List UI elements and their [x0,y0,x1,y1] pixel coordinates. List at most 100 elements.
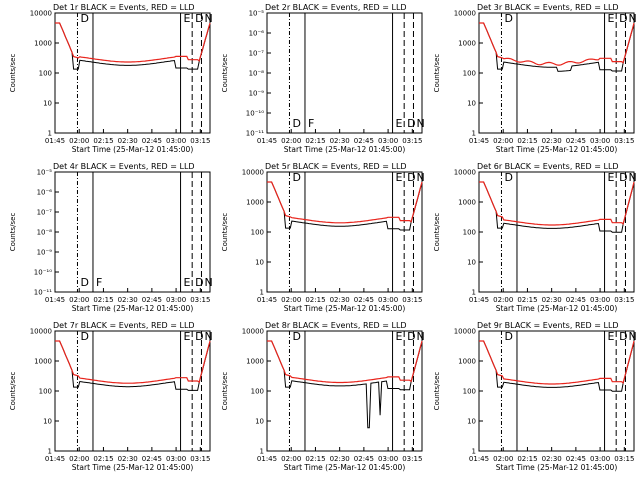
y-tick-label: 10⁻⁶ [37,189,53,197]
panel-title: Det 4r BLACK = Events, RED = LLD [53,162,195,171]
marker-label: F [308,117,314,130]
plot-frame [478,171,635,293]
marker-label: D [619,171,627,184]
x-tick-label: 02:45 [142,137,162,145]
y-tick-label: 1000 [458,40,476,48]
panel-det-3: Det 3r BLACK = Events, RED = LLD Counts/s… [433,3,637,154]
marker-label: D [407,330,415,343]
y-tick-label: 10⁻¹¹ [246,130,264,138]
events-series-line [55,340,211,391]
y-tick-label: 10⁻¹¹ [34,289,52,297]
plot-frame [54,12,211,134]
x-tick-label: 02:30 [542,455,562,463]
x-tick-label: 01:45 [257,455,277,463]
marker-label: E [396,330,403,343]
y-tick-label: 100 [251,229,264,237]
x-tick-label: 02:30 [118,455,138,463]
y-tick-label: 1000 [458,199,476,207]
x-tick-label: 03:00 [378,455,398,463]
marker-label: D [619,12,627,25]
y-tick-label: 10⁻⁷ [37,209,53,217]
x-tick-label: 03:15 [190,137,210,145]
x-tick-label: 02:00 [281,137,301,145]
x-axis-label: Start Time (25-Mar-12 01:45:00) [496,304,618,313]
x-tick-label: 02:00 [69,296,89,304]
x-tick-label: 02:15 [305,296,325,304]
events-series-line [479,181,635,233]
x-tick-label: 02:15 [305,137,325,145]
x-tick-label: 03:15 [614,296,634,304]
y-tick-label: 10 [43,100,52,108]
x-tick-label: 03:15 [190,296,210,304]
x-tick-label: 02:30 [330,296,350,304]
marker-label: D [195,276,203,289]
lld-series-line [267,340,423,384]
x-tick-label: 03:00 [590,455,610,463]
panel-title: Det 7r BLACK = Events, RED = LLD [53,321,195,330]
x-tick-label: 01:45 [45,455,65,463]
marker-label: N [204,12,212,25]
x-tick-label: 03:15 [190,455,210,463]
lld-series-line [479,181,635,226]
y-tick-label: 1 [260,289,264,297]
y-tick-label: 1000 [246,199,264,207]
marker-label: D [407,117,415,130]
panel-title: Det 6r BLACK = Events, RED = LLD [477,162,619,171]
events-series-line [479,22,635,72]
x-tick-label: 03:15 [614,455,634,463]
plot-frame [266,330,423,452]
x-tick-label: 02:00 [493,296,513,304]
x-tick-label: 02:30 [542,137,562,145]
x-tick-label: 02:15 [517,137,537,145]
x-tick-label: 02:30 [330,455,350,463]
x-tick-label: 02:00 [281,296,301,304]
x-tick-label: 02:45 [142,455,162,463]
y-axis-label: Counts/sec [221,213,229,252]
y-tick-label: 1 [48,130,52,138]
y-tick-label: 10⁻⁸ [37,229,53,237]
x-tick-label: 03:15 [402,137,422,145]
y-tick-label: 10⁻⁵ [249,10,265,18]
panel-det-5: Det 5r BLACK = Events, RED = LLD Counts/s… [221,162,425,313]
y-tick-label: 10 [43,418,52,426]
x-tick-label: 02:00 [281,455,301,463]
y-tick-label: 1 [472,130,476,138]
x-tick-label: 02:15 [517,455,537,463]
x-tick-label: 02:00 [493,455,513,463]
y-tick-label: 1 [472,289,476,297]
x-tick-label: 03:00 [378,137,398,145]
y-tick-label: 1000 [34,40,52,48]
y-axis-label: Counts/sec [221,372,229,411]
x-tick-label: 03:00 [166,137,186,145]
x-tick-label: 01:45 [469,296,489,304]
x-tick-label: 02:15 [517,296,537,304]
marker-label: N [416,117,424,130]
y-axis-label: Counts/sec [9,213,17,252]
x-tick-label: 03:00 [166,455,186,463]
x-tick-label: 03:15 [614,137,634,145]
x-tick-label: 03:00 [166,296,186,304]
plot-frame [478,330,635,452]
y-tick-label: 10000 [454,10,476,18]
y-tick-label: 100 [463,70,476,78]
x-tick-label: 01:45 [257,296,277,304]
y-tick-label: 10 [255,418,264,426]
marker-label: E [396,117,403,130]
y-tick-label: 1 [48,448,52,456]
x-tick-label: 02:00 [493,137,513,145]
x-axis-label: Start Time (25-Mar-12 01:45:00) [284,304,406,313]
events-series-line [267,340,423,429]
marker-label: D [407,171,415,184]
panel-title: Det 3r BLACK = Events, RED = LLD [477,3,619,12]
y-tick-label: 1 [260,448,264,456]
panel-det-1: Det 1r BLACK = Events, RED = LLD Counts/s… [9,3,213,154]
panel-title: Det 2r BLACK = Events, RED = LLD [265,3,407,12]
x-tick-label: 02:45 [566,137,586,145]
x-tick-label: 02:45 [566,455,586,463]
events-series-line [479,340,635,392]
y-axis-label: Counts/sec [221,54,229,93]
y-tick-label: 10⁻⁸ [249,70,265,78]
panel-det-2: Det 2r BLACK = Events, RED = LLD Counts/s… [221,3,425,154]
x-tick-label: 02:15 [93,137,113,145]
